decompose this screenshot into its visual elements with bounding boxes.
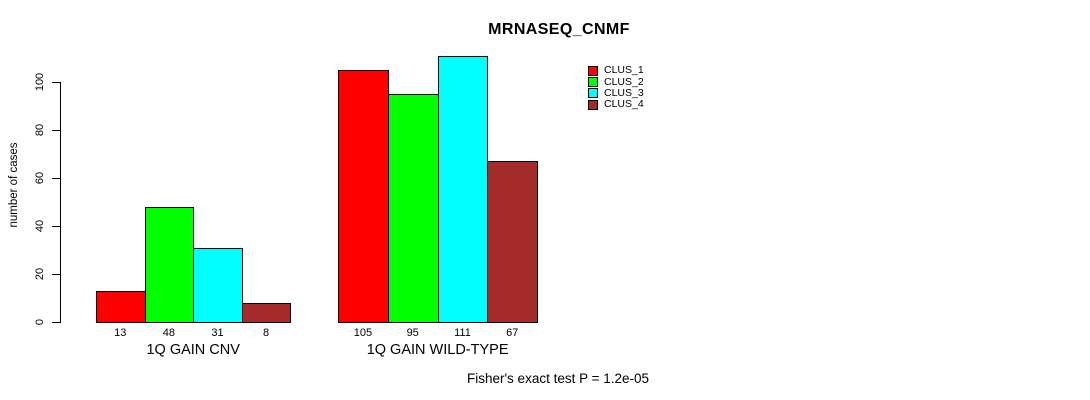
bar bbox=[193, 248, 243, 323]
legend-swatch-icon bbox=[588, 77, 598, 88]
group-label: 1Q GAIN CNV bbox=[146, 342, 240, 358]
bar bbox=[96, 291, 146, 323]
y-axis-tick bbox=[52, 130, 60, 131]
bar bbox=[242, 303, 291, 323]
fisher-test-annotation: Fisher's exact test P = 1.2e-05 bbox=[466, 371, 650, 386]
y-axis-tick bbox=[52, 274, 60, 275]
legend-item: CLUS_4 bbox=[588, 99, 644, 110]
group-label: 1Q GAIN WILD-TYPE bbox=[366, 342, 509, 358]
bar-value-label: 13 bbox=[114, 327, 127, 339]
y-axis-tick bbox=[52, 226, 60, 227]
legend-item-label: CLUS_1 bbox=[604, 64, 644, 77]
y-axis-tick-label: 20 bbox=[34, 267, 46, 281]
legend-item-label: CLUS_4 bbox=[604, 98, 644, 111]
bar-value-label: 111 bbox=[454, 327, 471, 339]
y-axis-line bbox=[60, 82, 61, 323]
legend-item: CLUS_2 bbox=[588, 75, 644, 88]
y-axis-tick-label: 40 bbox=[34, 219, 46, 233]
bar bbox=[388, 94, 439, 323]
bar bbox=[145, 207, 194, 323]
y-axis-tick bbox=[52, 322, 60, 323]
bar bbox=[338, 70, 389, 323]
legend-item-label: CLUS_3 bbox=[604, 86, 644, 99]
y-axis-tick-label: 100 bbox=[34, 72, 46, 92]
legend-swatch-icon bbox=[588, 99, 598, 110]
bar-value-label: 105 bbox=[353, 327, 373, 339]
legend-item: CLUS_1 bbox=[588, 65, 644, 76]
bar-value-label: 8 bbox=[263, 327, 270, 339]
y-axis-tick-label: 0 bbox=[34, 318, 46, 326]
bar-value-label: 95 bbox=[406, 327, 419, 339]
legend-swatch-icon bbox=[588, 65, 598, 76]
legend-item-label: CLUS_2 bbox=[604, 75, 644, 88]
legend: CLUS_1 CLUS_2 CLUS_3 CLUS_4 bbox=[588, 65, 644, 111]
chart-title: MRNASEQ_CNMF bbox=[488, 21, 630, 38]
y-axis-tick bbox=[52, 178, 60, 179]
bar-value-label: 48 bbox=[162, 327, 176, 339]
bar-value-label: 31 bbox=[211, 327, 224, 339]
bar bbox=[487, 161, 538, 323]
legend-swatch-icon bbox=[588, 88, 598, 99]
legend-item: CLUS_3 bbox=[588, 86, 644, 99]
bar-value-label: 67 bbox=[506, 327, 519, 339]
y-axis-tick-label: 80 bbox=[34, 123, 46, 137]
bar bbox=[438, 56, 488, 323]
y-axis-tick-label: 60 bbox=[34, 171, 46, 185]
y-axis-tick bbox=[52, 82, 60, 83]
